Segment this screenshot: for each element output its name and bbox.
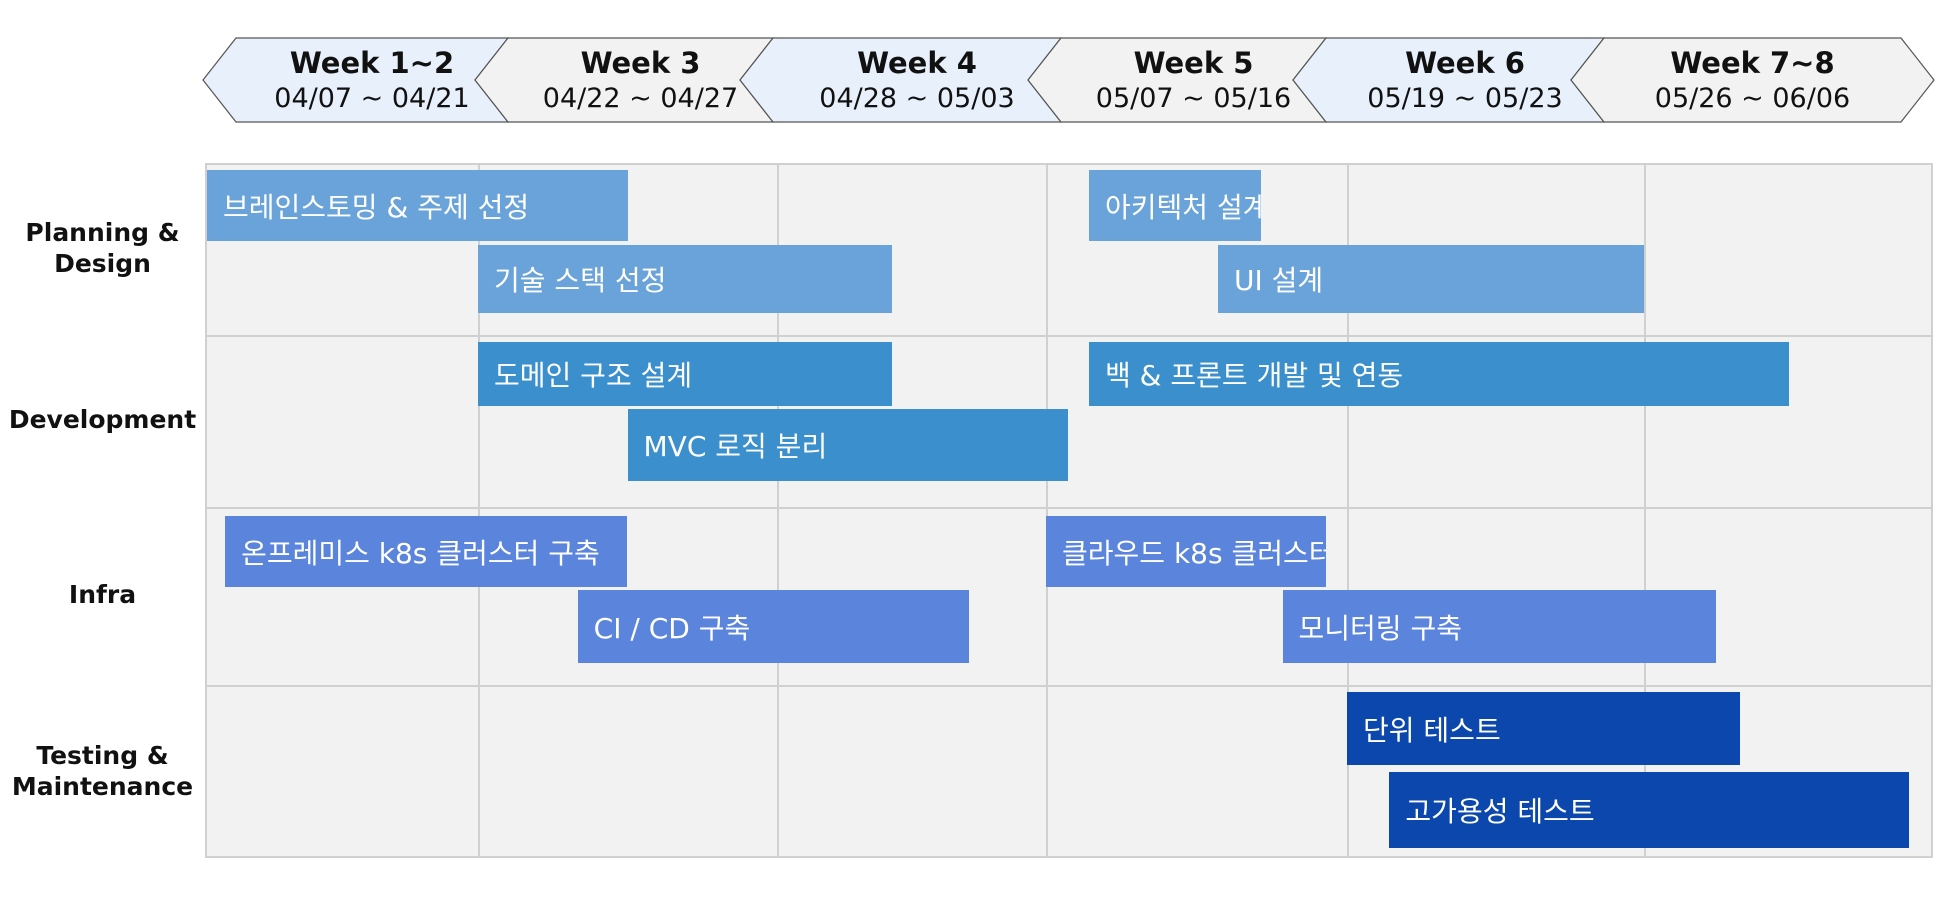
- task-bar[interactable]: 고가용성 테스트: [1389, 772, 1909, 848]
- task-label: 아키텍처 설계: [1105, 190, 1261, 224]
- task-label: 모니터링 구축: [1298, 611, 1462, 645]
- week-dates: 05/26 ~ 06/06: [1654, 83, 1851, 114]
- grid-row-line: [207, 335, 1931, 337]
- grid-column-line: [1644, 165, 1646, 856]
- grid-column-line: [478, 165, 480, 856]
- row-label: Testing & Maintenance: [0, 683, 205, 858]
- week-label: Week 7~8 05/26 ~ 06/06: [1604, 36, 1901, 126]
- grid-column-line: [1347, 165, 1349, 856]
- week-name: Week 3: [580, 46, 701, 80]
- task-bar[interactable]: 모니터링 구축: [1282, 590, 1717, 663]
- task-bar[interactable]: 기술 스택 선정: [478, 245, 893, 313]
- task-bar[interactable]: 도메인 구조 설계: [478, 342, 893, 406]
- week-name: Week 7~8: [1670, 46, 1835, 80]
- task-bar[interactable]: 온프레미스 k8s 클러스터 구축: [225, 516, 628, 587]
- task-label: 브레인스토밍 & 주제 선정: [223, 190, 530, 224]
- grid-column-line: [777, 165, 779, 856]
- week-name: Week 4: [857, 46, 977, 80]
- week-dates: 04/22 ~ 04/27: [542, 83, 739, 114]
- week-header: Week 1~2 04/07 ~ 04/21 Week 3 04/22 ~ 04/27…: [0, 0, 1954, 140]
- task-bar[interactable]: MVC 로직 분리: [627, 409, 1068, 481]
- week-arrow: [1570, 37, 1935, 123]
- week-name: Week 6: [1405, 46, 1525, 80]
- row-label-line: Testing &: [36, 740, 169, 770]
- task-label: CI / CD 구축: [593, 611, 751, 645]
- week-name: Week 5: [1133, 46, 1254, 80]
- grid-column-line: [1046, 165, 1048, 856]
- task-label: 온프레미스 k8s 클러스터 구축: [241, 536, 600, 570]
- task-label: 고가용성 테스트: [1405, 795, 1595, 828]
- row-label-line: Infra: [68, 579, 137, 609]
- week-label: Week 3 04/22 ~ 04/27: [508, 36, 773, 126]
- task-bar[interactable]: 브레인스토밍 & 주제 선정: [207, 170, 628, 241]
- week-dates: 05/07 ~ 05/16: [1095, 83, 1292, 114]
- week-label: Week 5 05/07 ~ 05/16: [1061, 36, 1326, 126]
- task-label: MVC 로직 분리: [643, 430, 828, 463]
- task-bar[interactable]: 아키텍처 설계: [1089, 170, 1261, 241]
- task-label: 단위 테스트: [1363, 713, 1501, 747]
- row-label-line: Planning &: [25, 218, 180, 247]
- row-label-line: Design: [54, 249, 151, 278]
- row-label: Planning & Design: [0, 163, 205, 333]
- week-header-arrows: [202, 37, 1935, 123]
- task-bar[interactable]: CI / CD 구축: [577, 590, 970, 663]
- grid-row-line: [207, 507, 1931, 509]
- row-label-line: Maintenance: [11, 771, 194, 801]
- task-bar[interactable]: 단위 테스트: [1347, 692, 1741, 765]
- task-label: 백 & 프론트 개발 및 연동: [1105, 359, 1404, 392]
- task-label: 기술 스택 선정: [494, 264, 667, 297]
- week-label: Week 1~2 04/07 ~ 04/21: [236, 36, 508, 126]
- task-bar[interactable]: 클라우드 k8s 클러스터 구축: [1046, 516, 1326, 587]
- row-label: Infra: [0, 505, 205, 683]
- task-label: 도메인 구조 설계: [494, 359, 693, 392]
- week-label: Week 6 05/19 ~ 05/23: [1326, 36, 1604, 126]
- task-label: 클라우드 k8s 클러스터 구축: [1062, 536, 1326, 570]
- task-label: UI 설계: [1234, 264, 1324, 297]
- grid-row-line: [207, 685, 1931, 687]
- task-bar[interactable]: 백 & 프론트 개발 및 연동: [1089, 342, 1789, 406]
- week-label: Week 4 04/28 ~ 05/03: [773, 36, 1061, 126]
- week-name: Week 1~2: [289, 46, 455, 80]
- task-bar[interactable]: UI 설계: [1218, 245, 1644, 313]
- week-dates: 05/19 ~ 05/23: [1367, 83, 1563, 114]
- week-dates: 04/07 ~ 04/21: [274, 83, 470, 114]
- row-label-line: Development: [8, 404, 197, 434]
- row-label: Development: [0, 333, 205, 505]
- week-dates: 04/28 ~ 05/03: [819, 83, 1015, 114]
